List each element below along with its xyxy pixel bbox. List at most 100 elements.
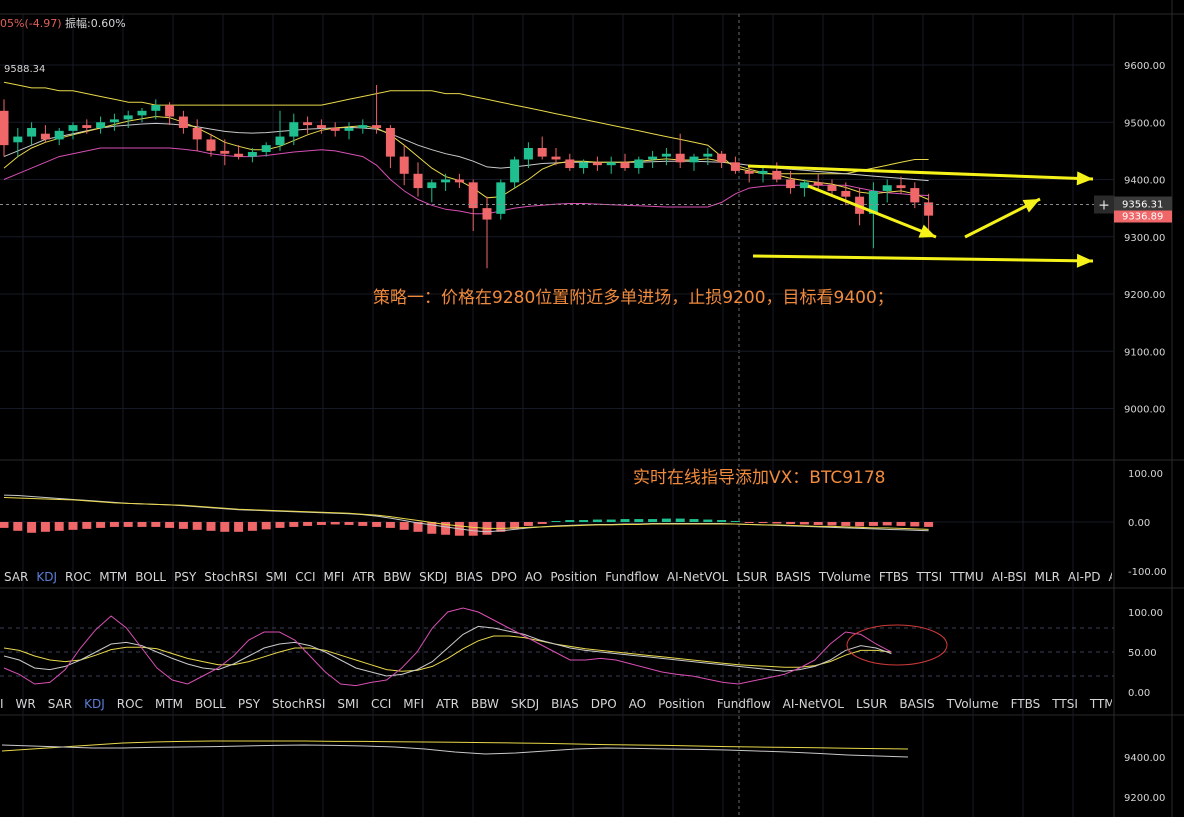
indicator-tab[interactable]: Fundflow: [716, 697, 771, 711]
indicator-tab[interactable]: MTM: [154, 697, 184, 711]
indicator-tab[interactable]: Position: [550, 570, 598, 584]
candle-body: [427, 182, 437, 189]
indicator-tab[interactable]: BASIS: [899, 697, 935, 711]
indicator-tab[interactable]: BOLL: [195, 697, 226, 711]
indicator-tab[interactable]: TVolume: [946, 697, 999, 711]
candle-body: [27, 127, 37, 137]
macd-histogram-bar: [924, 522, 934, 527]
indicator-tab[interactable]: TTSI: [1052, 697, 1078, 711]
indicator-tab[interactable]: TTMU: [1089, 697, 1112, 711]
indicator-tab[interactable]: ROC: [116, 697, 143, 711]
candle-body: [910, 188, 920, 203]
change-text: 05%(-4.97): [0, 17, 62, 30]
indicator-tab[interactable]: AI-BSI: [991, 570, 1027, 584]
indicator-tab[interactable]: LSUR: [855, 697, 888, 711]
macd-histogram-bar: [510, 522, 520, 529]
macd-histogram-bar: [27, 522, 37, 533]
indicator-tab[interactable]: SMI: [265, 570, 288, 584]
indicator-tab[interactable]: BIAS: [551, 697, 579, 711]
macd-histogram-bar: [165, 522, 175, 528]
indicator-tab[interactable]: AO: [628, 697, 647, 711]
arrow-down-head: [918, 224, 936, 238]
macd-histogram-bar: [220, 522, 230, 532]
indicator-tab[interactable]: BBW: [383, 570, 412, 584]
indicator-tab[interactable]: MFI: [403, 697, 425, 711]
indicator-tab[interactable]: StochRSI: [204, 570, 258, 584]
indicator-tab[interactable]: ATR: [436, 697, 459, 711]
candle-body: [68, 125, 78, 131]
macd-histogram-bar: [841, 522, 851, 526]
candle-body: [510, 159, 520, 183]
arrow-down: [807, 184, 937, 239]
candle-body: [261, 145, 271, 153]
indicator-tab[interactable]: FTBS: [1010, 697, 1041, 711]
indicator-tab[interactable]: KDJ: [36, 570, 58, 584]
candle-body: [303, 122, 313, 126]
indicator-tab[interactable]: SKDJ: [510, 697, 540, 711]
indicator-tab[interactable]: SAR: [4, 570, 29, 584]
candle-body: [109, 119, 119, 123]
macd-histogram-bar: [206, 522, 216, 531]
indicator-tab[interactable]: AI-NetVOL: [666, 570, 729, 584]
candle-body: [606, 162, 616, 166]
candle-body: [896, 185, 906, 189]
indicator-tab[interactable]: Position: [658, 697, 705, 711]
candle-body: [0, 110, 9, 146]
indicator-tab[interactable]: AI-PD: [1067, 570, 1101, 584]
candle-body: [289, 122, 299, 137]
macd-histogram-bar: [303, 522, 313, 526]
candle-body: [551, 156, 561, 160]
indicator-tab[interactable]: DPO: [590, 697, 617, 711]
bottom-line-b: [1, 744, 909, 758]
indicator-tab[interactable]: TTMU: [950, 570, 984, 584]
candle-body: [54, 130, 64, 140]
indicator-tab[interactable]: MFI: [323, 570, 345, 584]
indicator-tab[interactable]: DPO: [491, 570, 517, 584]
indicator-tab[interactable]: BBW: [470, 697, 499, 711]
indicator-tab[interactable]: TVolume: [818, 570, 871, 584]
plus-icon: +: [1098, 198, 1110, 214]
macd-histogram-bar: [385, 522, 395, 528]
price-axis-label: 9400.00: [1124, 176, 1165, 187]
candle-body: [717, 153, 727, 163]
candle-body: [137, 110, 147, 116]
macd-histogram-bar: [468, 522, 478, 536]
candle-body: [82, 125, 92, 128]
macd-histogram-bar: [109, 522, 119, 527]
indicator-tab[interactable]: TTSI: [916, 570, 943, 584]
price-axis-label: 9600.00: [1124, 61, 1165, 72]
indicator-tab[interactable]: I: [0, 697, 4, 711]
indicator-tab[interactable]: KDJ: [84, 697, 105, 711]
indicator-tab[interactable]: PSY: [237, 697, 261, 711]
indicator-tab[interactable]: BOLL: [135, 570, 167, 584]
indicator-tabs-bottom: I WR SAR KDJ ROC MTM BOLL PSY StochRSI SMI CCI MFI A…: [0, 695, 1112, 713]
candle-body: [675, 153, 685, 163]
macd-histogram-bar: [68, 522, 78, 530]
indicator-tab[interactable]: MLR: [1034, 570, 1060, 584]
indicator-tab[interactable]: BIAS: [455, 570, 484, 584]
indicator-tab[interactable]: WR: [15, 697, 36, 711]
indicator-tab[interactable]: MTM: [99, 570, 128, 584]
indicator-tab[interactable]: PSY: [174, 570, 197, 584]
indicator-tab[interactable]: ATR: [352, 570, 376, 584]
indicator-tab[interactable]: SAR: [47, 697, 73, 711]
indicator-tab[interactable]: FTBS: [878, 570, 909, 584]
candle-body: [399, 156, 409, 174]
macd-histogram-bar: [882, 522, 892, 526]
indicator-tab[interactable]: StochRSI: [272, 697, 326, 711]
indicator-tab[interactable]: SKDJ: [419, 570, 448, 584]
indicator-tab[interactable]: CCI: [370, 697, 392, 711]
arrow-support: [752, 254, 1094, 263]
indicator-tab[interactable]: ROC: [65, 570, 92, 584]
macd-histogram-bar: [910, 522, 920, 527]
indicator-tab[interactable]: AI-NetVOL: [782, 697, 844, 711]
indicator-tab[interactable]: LSUR: [736, 570, 768, 584]
indicator-tab[interactable]: SMI: [337, 697, 359, 711]
indicator-tab[interactable]: Fundflow: [605, 570, 659, 584]
indicator-tab[interactable]: CCI: [295, 570, 316, 584]
candle-body: [13, 136, 23, 143]
indicator-tab[interactable]: BASIS: [775, 570, 811, 584]
indicator-tab[interactable]: AO: [524, 570, 543, 584]
indicator-tab[interactable]: AI-FDI: [1108, 570, 1112, 584]
